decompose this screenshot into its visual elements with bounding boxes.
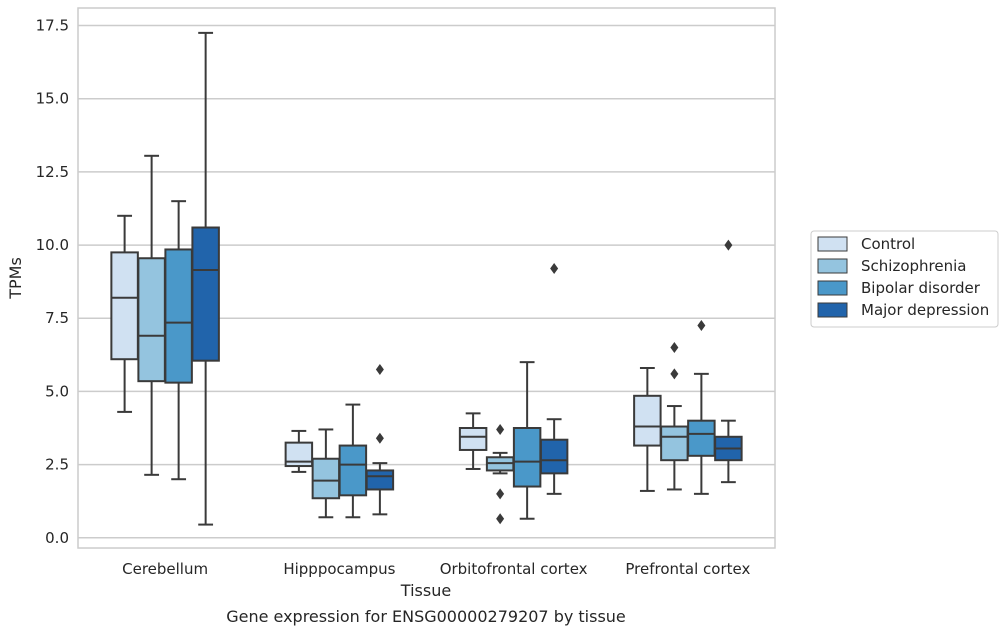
box	[164, 248, 193, 384]
legend-swatch	[817, 236, 848, 252]
box	[633, 394, 662, 447]
box	[191, 226, 220, 362]
outlier-point	[724, 239, 733, 251]
series-bipolar-disorder	[164, 200, 716, 520]
x-tick-label: Orbitofrontal cortex	[440, 560, 588, 578]
legend-frame	[810, 230, 999, 328]
box	[687, 419, 716, 457]
x-tick-label: Cerebellum	[122, 560, 208, 578]
box-series	[110, 31, 743, 526]
y-tick-label: 15.0	[36, 90, 69, 108]
outlier-point	[550, 262, 559, 274]
series-schizophrenia	[137, 154, 689, 525]
plot-frame	[77, 7, 776, 549]
box	[110, 251, 139, 361]
legend-label: Control	[861, 235, 915, 253]
outlier-point	[496, 513, 505, 525]
legend-swatch	[817, 302, 848, 318]
y-tick-label: 7.5	[45, 309, 69, 327]
legend-label: Bipolar disorder	[861, 279, 981, 297]
box	[458, 427, 488, 451]
y-tick-label: 10.0	[36, 236, 69, 254]
x-tick-label: Hipppocampus	[283, 560, 395, 578]
outlier-point	[496, 423, 505, 435]
chart-caption: Gene expression for ENSG00000279207 by t…	[226, 607, 626, 626]
box	[311, 457, 341, 500]
legend-label: Major depression	[861, 301, 989, 319]
box	[338, 444, 368, 497]
outlier-point	[496, 488, 505, 500]
box	[365, 469, 395, 491]
legend-swatch	[817, 280, 848, 296]
outlier-point	[670, 368, 679, 380]
legend-swatch	[817, 258, 848, 274]
box	[137, 257, 166, 383]
outlier-point	[375, 363, 384, 375]
x-tick-label: Prefrontal cortex	[625, 560, 750, 578]
box	[539, 438, 569, 475]
x-tick-labels: Cerebellum Hipppocampus Orbitofrontal cort…	[122, 560, 750, 578]
x-axis-label: Tissue	[400, 581, 451, 600]
y-tick-label: 17.5	[36, 17, 69, 35]
y-tick-label: 2.5	[45, 456, 69, 474]
box	[512, 427, 542, 488]
y-tick-labels: 0.0 2.5 5.0 7.5 10.0 12.5 15.0 17.5	[36, 17, 69, 547]
y-tick-label: 12.5	[36, 163, 69, 181]
outlier-point	[670, 342, 679, 354]
box	[284, 441, 314, 468]
y-axis-label: TPMs	[6, 257, 25, 300]
legend: Control Schizophrenia Bipolar disorder Majo…	[810, 230, 999, 328]
y-tick-label: 5.0	[45, 382, 69, 400]
y-tick-label: 0.0	[45, 529, 69, 547]
outlier-point	[375, 432, 384, 444]
legend-label: Schizophrenia	[861, 257, 966, 275]
outlier-point	[697, 320, 706, 332]
box	[660, 425, 689, 462]
series-major-depression	[191, 31, 743, 526]
series-control	[110, 214, 662, 492]
